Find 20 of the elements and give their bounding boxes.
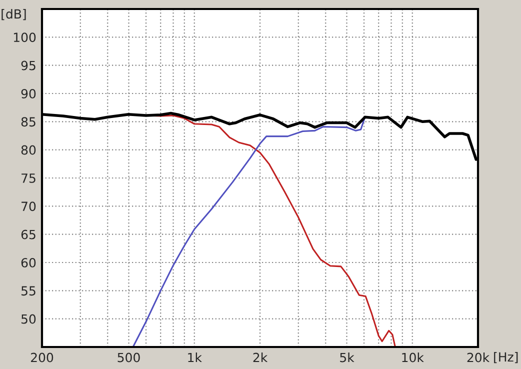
y-tick-label: 100 xyxy=(14,32,36,42)
x-tick-label: 1k xyxy=(188,352,202,362)
y-tick-label: 70 xyxy=(22,202,36,212)
x-tick-label: 200 xyxy=(30,352,54,362)
y-tick-label: 65 xyxy=(21,230,36,240)
y-tick-label: 85 xyxy=(21,117,36,127)
x-tick-label: 20k xyxy=(467,352,490,362)
x-tick-label: 2k xyxy=(253,352,268,362)
y-axis-title: [dB] xyxy=(2,9,26,20)
y-tick-label: 60 xyxy=(21,258,36,268)
y-tick-label: 50 xyxy=(22,314,36,324)
x-tick-label: 10k xyxy=(402,352,424,362)
y-tick-label: 90 xyxy=(21,88,36,98)
y-tick-label: 75 xyxy=(22,174,36,183)
y-tick-label: 95 xyxy=(21,60,36,70)
x-tick-label: 500 xyxy=(118,352,140,362)
y-tick-label: 80 xyxy=(21,145,36,155)
x-tick-label: 5k xyxy=(340,352,354,362)
y-tick-label: 55 xyxy=(22,286,36,296)
x-axis-title: [Hz] xyxy=(494,352,518,364)
